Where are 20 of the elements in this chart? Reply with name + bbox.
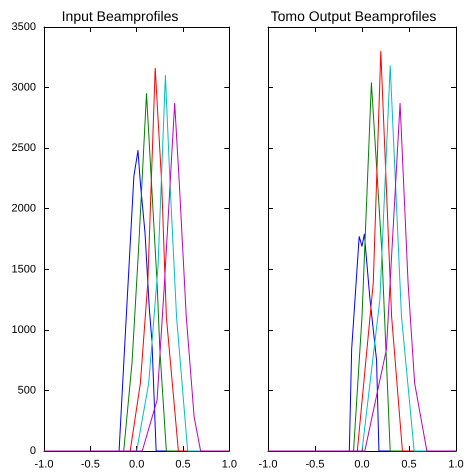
x-tick-label: 0.0 — [129, 458, 144, 470]
y-tick-label: 1500 — [12, 263, 36, 276]
x-tick-label: 0.5 — [401, 458, 417, 470]
y-tick-label: 1000 — [12, 324, 36, 336]
x-tick-label: -1.0 — [34, 458, 54, 470]
chart-title: Input Beamprofiles — [62, 8, 178, 24]
y-tick-label: 500 — [18, 384, 36, 396]
x-tick-label: 1.0 — [222, 458, 238, 470]
y-tick-label: 0 — [30, 445, 36, 457]
y-tick-label: 3500 — [12, 21, 36, 33]
y-tick-label: 3000 — [12, 82, 36, 94]
x-tick-label: 0.5 — [175, 458, 191, 470]
x-tick-label: 1.0 — [448, 458, 464, 470]
x-tick-label: -0.5 — [306, 458, 324, 470]
x-tick-label: 0.0 — [354, 458, 370, 470]
y-tick-label: 2000 — [12, 202, 36, 215]
y-tick-label: 2500 — [12, 142, 36, 154]
chart-title: Tomo Output Beamprofiles — [270, 8, 436, 24]
x-tick-label: -0.5 — [80, 458, 100, 470]
x-tick-label: -1.0 — [258, 458, 278, 470]
